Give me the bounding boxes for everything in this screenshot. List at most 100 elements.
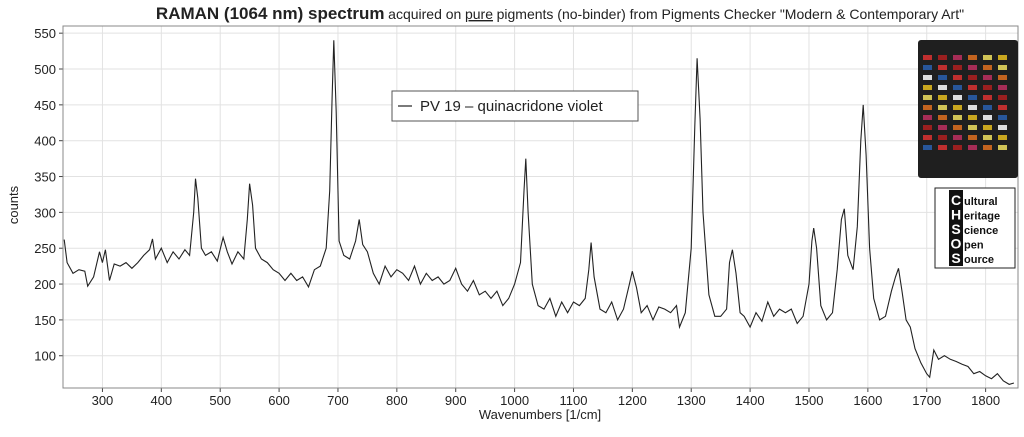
swatch [998,135,1007,140]
y-tick-label: 250 [34,241,56,256]
swatch [968,125,977,130]
swatch [968,115,977,120]
swatch [953,125,962,130]
x-tick-label: 300 [92,393,114,408]
x-tick-label: 1000 [500,393,529,408]
swatch [983,125,992,130]
swatch [938,135,947,140]
x-tick-label: 500 [209,393,231,408]
x-tick-label: 1700 [912,393,941,408]
x-tick-label: 1500 [795,393,824,408]
swatch [938,65,947,70]
swatch [998,105,1007,110]
chsos-word: ultural [964,196,998,208]
swatch [983,105,992,110]
plot-frame [62,25,1019,389]
swatch [938,85,947,90]
swatch [953,85,962,90]
swatch [953,145,962,150]
swatch [923,55,932,60]
y-tick-label: 550 [34,26,56,41]
swatch [998,65,1007,70]
swatch [953,75,962,80]
x-tick-label: 900 [445,393,467,408]
x-tick-label: 1400 [736,393,765,408]
swatch [998,145,1007,150]
chsos-word: cience [964,225,998,237]
swatch [953,95,962,100]
swatch [938,115,947,120]
y-tick-label: 500 [34,62,56,77]
swatch [923,125,932,130]
swatch [953,115,962,120]
chsos-letter: S [951,250,960,266]
swatch [938,55,947,60]
title-part: pigments (no-binder) from Pigments Check… [497,6,964,22]
y-axis-label: counts [6,185,21,224]
swatch [968,85,977,90]
swatch [998,85,1007,90]
swatch [938,145,947,150]
chsos-letter: S [951,221,960,237]
x-tick-label: 1100 [559,393,587,408]
swatch [983,145,992,150]
chsos-word: pen [964,240,984,252]
x-tick-label: 1300 [677,393,706,408]
chsos-letter: C [951,192,961,208]
swatch [998,95,1007,100]
swatch [998,125,1007,130]
swatch [923,145,932,150]
spectrum-line [63,40,1015,385]
swatch [923,65,932,70]
swatch [968,75,977,80]
swatch [923,95,932,100]
chsos-column [949,190,963,266]
swatch [938,105,947,110]
swatch [998,75,1007,80]
swatch [983,135,992,140]
swatch [923,105,932,110]
swatch [983,65,992,70]
y-tick-label: 350 [34,170,56,185]
x-tick-label: 600 [268,393,290,408]
y-tick-label: 200 [34,277,56,292]
swatch [953,65,962,70]
swatch [998,115,1007,120]
y-tick-label: 100 [34,349,56,364]
swatch [968,65,977,70]
swatch [968,55,977,60]
y-tick-label: 400 [34,134,56,149]
chart-title: RAMAN (1064 nm) spectrum acquired on pur… [156,4,964,23]
legend-box [391,90,639,122]
x-axis-label: Wavenumbers [1/cm] [479,407,601,422]
y-tick-label: 450 [34,98,56,113]
swatch [983,75,992,80]
swatch [983,55,992,60]
title-underline: pure [465,6,493,22]
chsos-word: eritage [964,211,1000,223]
swatch [968,95,977,100]
swatch [983,95,992,100]
swatch [938,125,947,130]
y-tick-label: 300 [34,205,56,220]
swatch [938,95,947,100]
swatch [998,55,1007,60]
legend: PV 19 – quinacridone violet [391,90,639,122]
title-part: acquired on [388,6,461,22]
title-bold: RAMAN (1064 nm) spectrum [156,4,385,23]
x-tick-label: 1800 [971,393,1000,408]
x-tick-label: 700 [327,393,349,408]
swatch [923,115,932,120]
x-tick-label: 400 [150,393,172,408]
chsos-letter: O [951,236,962,252]
chsos-word: ource [964,254,994,266]
swatch [968,145,977,150]
x-tick-label: 1600 [853,393,882,408]
chsos-box [934,187,1016,269]
swatch [938,75,947,80]
swatch [953,135,962,140]
swatch [983,115,992,120]
swatch [923,85,932,90]
